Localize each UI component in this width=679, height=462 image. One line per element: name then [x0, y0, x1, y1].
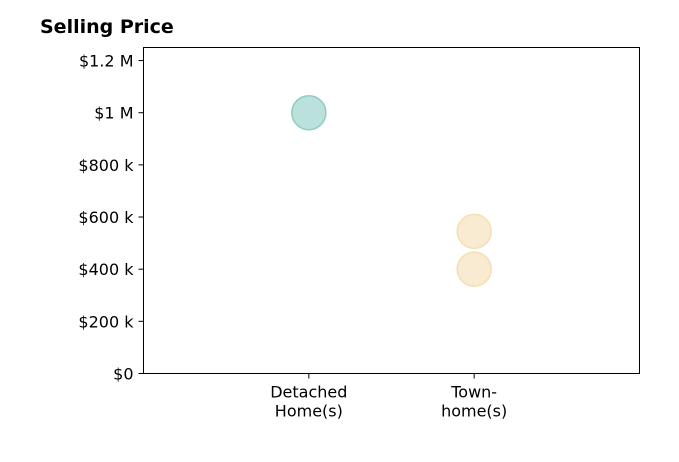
y-tick-label: $0	[113, 365, 133, 384]
y-tick-label: $1.2 M	[79, 52, 134, 71]
x-tick-label: home(s)	[441, 402, 507, 421]
x-tick-label: Home(s)	[275, 402, 343, 421]
y-tick-label: $800 k	[78, 156, 134, 175]
data-points	[291, 94, 492, 287]
data-point	[456, 213, 492, 250]
y-axis: $0 $200 k $400 k $600 k $800 k $1 M $1.2 M	[78, 52, 144, 384]
data-point	[291, 94, 327, 131]
x-tick-label: Town-	[450, 383, 497, 402]
data-point	[456, 251, 492, 287]
y-tick-label: $1 M	[94, 104, 133, 123]
y-tick-label: $400 k	[78, 260, 134, 279]
chart-title: Selling Price	[40, 16, 174, 38]
x-tick-label: Detached	[270, 383, 347, 402]
plot-frame	[143, 47, 640, 374]
y-tick-label: $200 k	[78, 312, 134, 331]
y-tick-label: $600 k	[78, 208, 134, 227]
